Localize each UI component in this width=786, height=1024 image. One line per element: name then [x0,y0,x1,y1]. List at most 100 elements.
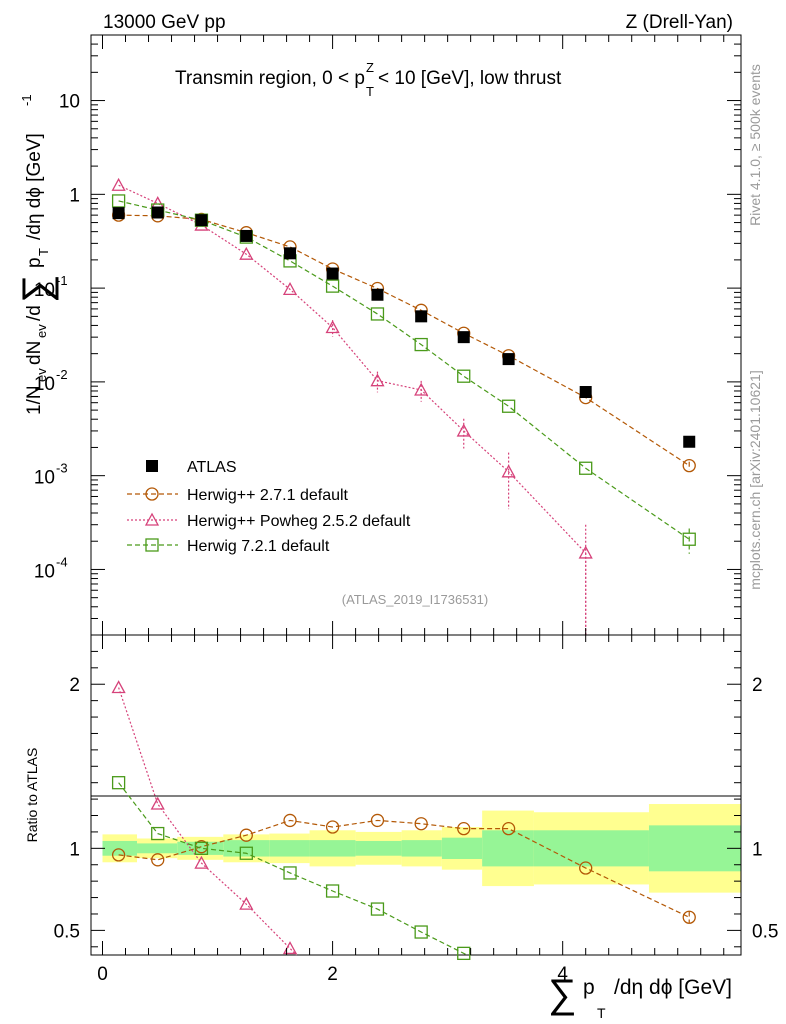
ratio-data-point [370,813,385,828]
data-point [282,281,298,296]
ratio-data-point [239,828,253,842]
data-point [284,247,297,260]
main-y-axis-label-part3: /d [24,305,45,321]
series-line [118,214,690,467]
ratio-y-tick-label: 2 [69,675,80,696]
legend-label: ATLAS [187,459,237,476]
ratio-line [118,819,690,918]
x-axis-sum-symbol: ∑ [548,972,577,1016]
ratio-plot-frame [90,634,742,956]
legend-entry: ATLAS [146,459,237,476]
ratio-data-point [457,946,471,961]
ratio-series-herwig-7-2-1-default [111,776,471,961]
data-point [195,214,208,227]
series-line [118,200,690,540]
data-point [682,532,696,546]
ratio-line [118,687,297,956]
legend-entry: Herwig 7.2.1 default [127,538,330,555]
main-y-axis-label-sub-ev1: ev [34,368,49,382]
x-tick-label: 0 [97,964,108,985]
ratio-stat-uncertainty-band [482,830,534,867]
ratio-data-point [579,861,593,875]
data-point [415,310,428,323]
data-point [151,206,164,219]
ratio-y-axis-label: Ratio to ATLAS [24,748,40,843]
ratio-data-point [282,941,298,955]
ratio-data-point [194,855,209,869]
series-herwig-powheg-2-5-2-default [111,177,593,635]
data-point [501,399,516,413]
data-point [682,458,696,473]
ratio-data-point [111,776,126,790]
legend-marker [145,487,159,501]
legend: ATLAS Herwig++ 2.7.1 default Herwig++ Powh… [127,459,411,555]
plot-title-sup-z: Z [366,60,374,75]
ratio-data-point [325,820,340,834]
x-tick-label: 2 [327,964,338,985]
data-point [371,288,384,301]
data-point [414,382,429,396]
main-y-axis-label-sub-t: T [36,248,51,256]
main-y-tick-label-exponent: -1 [56,273,68,288]
data-point [325,320,340,334]
ratio-y-tick-label: 0.5 [54,921,80,942]
plot-title: Transmin region, 0 < p T Z < 10 [GeV], l… [175,60,562,99]
main-y-axis-label-part5: /dη dϕ [GeV] [24,133,45,240]
ratio-y-tick-label: 1 [69,839,80,860]
main-y-tick-label: 10 [34,280,55,301]
ratio-stat-uncertainty-band [269,840,310,857]
main-y-tick-label-exponent: -4 [56,554,68,569]
data-point [457,331,470,344]
ratio-data-point [283,813,297,828]
ratio-data-point [283,866,297,880]
main-y-axis-label-part4: p [24,257,45,268]
ratio-data-point [111,680,126,694]
data-point [414,337,428,352]
ratio-y-tick-label-right: 0.5 [752,921,778,942]
ratio-stat-uncertainty-band [102,840,138,856]
ratio-series-group [111,680,696,961]
x-tick-label: 4 [557,964,568,985]
ratio-plot-panel: 0.5 0.5 1 1 2 2 Ratio to ATLAS [24,634,778,961]
analysis-id-label: (ATLAS_2019_I1736531) [342,592,488,607]
ratio-data-point [501,821,516,836]
legend-entry: Herwig++ 2.7.1 default [127,487,349,504]
ratio-stat-uncertainty-band [309,840,356,857]
ratio-data-point [682,910,696,924]
data-point [370,373,385,387]
legend-label: Herwig++ Powheg 2.5.2 default [187,513,411,530]
main-y-axis-label-text: 1/N [24,385,45,415]
ratio-data-point [239,846,253,860]
ratio-y-tick-label-right: 2 [752,675,763,696]
ratio-line [118,782,468,956]
ratio-data-point [370,902,385,916]
ratio-data-point [150,796,165,810]
series-line [118,184,587,554]
main-y-tick-label: 1 [69,185,80,206]
legend-marker [146,460,158,472]
ratio-stat-uncertainty-band [137,843,178,854]
data-point [111,194,126,208]
ratio-data-point [151,853,165,867]
data-point [326,267,339,280]
ratio-stat-uncertainty-band [648,825,741,872]
data-point [502,353,515,366]
data-point [111,177,126,191]
data-point [456,423,471,437]
data-point [239,246,254,260]
series-herwig-2-7-1-default [111,208,696,473]
main-y-axis-label-sup: -1 [19,94,34,106]
data-point [579,386,592,399]
data-point [112,207,125,220]
process-label: Z (Drell-Yan) [626,12,733,33]
main-y-tick-label: 10 [34,374,55,395]
plot-title-sub-t: T [366,84,374,99]
x-ticks: 0 2 4 [97,35,725,985]
x-axis-label: ∑ p T /dη dϕ [GeV] [548,972,732,1021]
ratio-y-tick-label-right: 1 [752,839,763,860]
data-point [579,461,593,475]
series-atlas [112,206,696,448]
ratio-stat-uncertainty-band [223,840,270,857]
rivet-version-label: Rivet 4.1.0, ≥ 500k events [747,64,763,226]
